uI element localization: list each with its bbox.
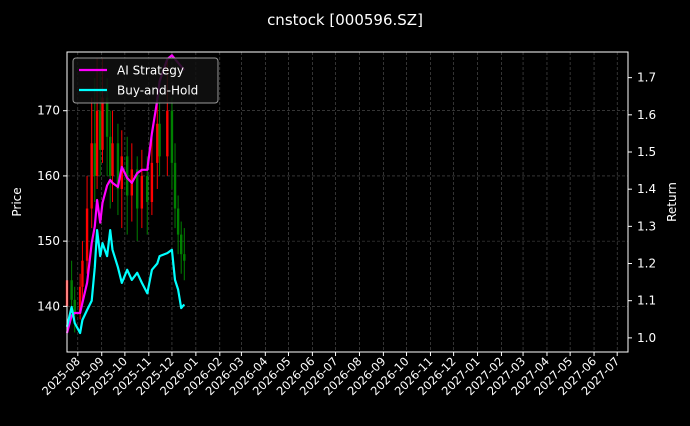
candle-body — [150, 162, 154, 202]
legend-label-buy-and-hold: Buy-and-Hold — [117, 84, 198, 98]
x-axis: 2025-082025-092025-102025-112025-122026-… — [39, 352, 622, 398]
y-axis-right: 1.0 1.1 1.2 1.3 1.4 1.5 1.6 1.7 — [628, 71, 656, 345]
candle-body — [101, 97, 104, 150]
candle-body — [176, 208, 180, 235]
candle-body — [116, 143, 120, 189]
legend-box — [72, 57, 219, 104]
candle-body — [81, 260, 84, 287]
candle-body — [173, 162, 177, 209]
y-label-left: Price — [10, 187, 24, 216]
chart-title: cnstock [000596.SZ] — [267, 11, 423, 29]
y-right-tick-label: 1.2 — [637, 257, 656, 271]
candle-body — [146, 175, 149, 202]
candle-body — [111, 143, 114, 176]
y-left-tick-label: 150 — [37, 234, 60, 248]
candle-body — [140, 175, 144, 209]
plot-frame — [66, 51, 629, 353]
y-right-tick-label: 1.5 — [637, 145, 656, 159]
candle-body — [95, 110, 99, 176]
candle-body — [158, 123, 161, 157]
candle-body — [78, 286, 82, 313]
y-right-tick-label: 1.4 — [637, 182, 656, 196]
y-right-tick-label: 1.1 — [637, 294, 656, 308]
legend-label-ai-strategy: AI Strategy — [117, 64, 184, 78]
candle-body — [70, 280, 73, 300]
candle-body — [183, 254, 186, 261]
candle-body — [93, 143, 96, 176]
y-axis-left: 140 150 160 170 — [37, 104, 67, 313]
candle-body — [98, 110, 102, 150]
y-right-tick-label: 1.3 — [637, 219, 656, 233]
candle-body — [166, 110, 169, 157]
y-left-tick-label: 160 — [37, 169, 60, 183]
y-left-tick-label: 170 — [37, 104, 60, 118]
y-right-tick-label: 1.6 — [637, 108, 656, 122]
candle-body — [170, 110, 174, 163]
candle-body — [180, 234, 183, 255]
line-buy-and-hold — [65, 229, 186, 335]
y-left-tick-label: 140 — [37, 299, 60, 313]
candle-body — [90, 143, 93, 209]
y-label-right: Return — [665, 182, 679, 222]
candle-body — [109, 136, 112, 176]
candle-body — [156, 123, 159, 163]
candle-body — [85, 208, 89, 261]
candle-body — [73, 299, 76, 313]
y-right-tick-label: 1.7 — [637, 71, 656, 85]
legend: AI Strategy Buy-and-Hold — [72, 57, 219, 104]
candle-body — [105, 97, 109, 137]
y-right-tick-label: 1.0 — [637, 331, 656, 345]
candle-body — [136, 169, 139, 209]
